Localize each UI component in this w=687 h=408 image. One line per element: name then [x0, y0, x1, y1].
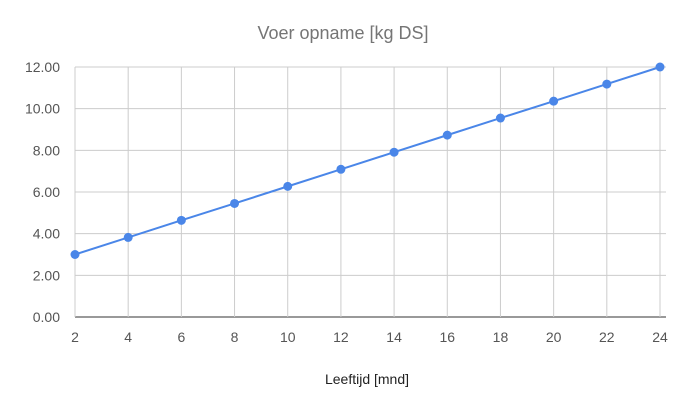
data-point	[442, 130, 452, 140]
y-tick-label: 2.00	[33, 267, 60, 283]
x-axis-ticks: 2 4 6 8 10 12 14 16 18 20 22 24	[71, 329, 668, 345]
y-tick-label: 10.00	[25, 101, 60, 117]
y-tick-label: 8.00	[33, 142, 60, 158]
grid-lines	[74, 66, 666, 318]
data-point	[549, 96, 559, 106]
y-tick-label: 4.00	[33, 226, 60, 242]
y-tick-label: 12.00	[25, 59, 60, 75]
x-tick-label: 18	[493, 329, 509, 345]
data-point	[283, 181, 293, 191]
series-layer	[70, 62, 665, 259]
x-tick-label: 10	[280, 329, 296, 345]
data-point	[389, 147, 399, 157]
y-tick-label: 0.00	[33, 309, 60, 325]
x-tick-label: 12	[333, 329, 349, 345]
x-tick-label: 20	[546, 329, 562, 345]
x-tick-label: 22	[599, 329, 615, 345]
x-axis-title: Leeftijd [mnd]	[325, 371, 409, 387]
data-point	[602, 79, 612, 89]
data-point	[123, 232, 133, 242]
x-tick-label: 24	[652, 329, 668, 345]
x-tick-label: 4	[124, 329, 132, 345]
chart-title: Voer opname [kg DS]	[257, 23, 428, 43]
data-point	[176, 215, 186, 225]
data-point	[230, 198, 240, 208]
x-tick-label: 8	[231, 329, 239, 345]
data-point	[495, 113, 505, 123]
data-point	[336, 164, 346, 174]
y-axis-ticks: 0.00 2.00 4.00 6.00 8.00 10.00 12.00	[25, 59, 60, 325]
x-tick-label: 6	[177, 329, 185, 345]
x-tick-label: 2	[71, 329, 79, 345]
series-line	[74, 66, 661, 256]
data-point	[655, 62, 665, 72]
data-point	[70, 250, 80, 259]
x-tick-label: 16	[439, 329, 455, 345]
y-tick-label: 6.00	[33, 184, 60, 200]
x-tick-label: 14	[386, 329, 402, 345]
